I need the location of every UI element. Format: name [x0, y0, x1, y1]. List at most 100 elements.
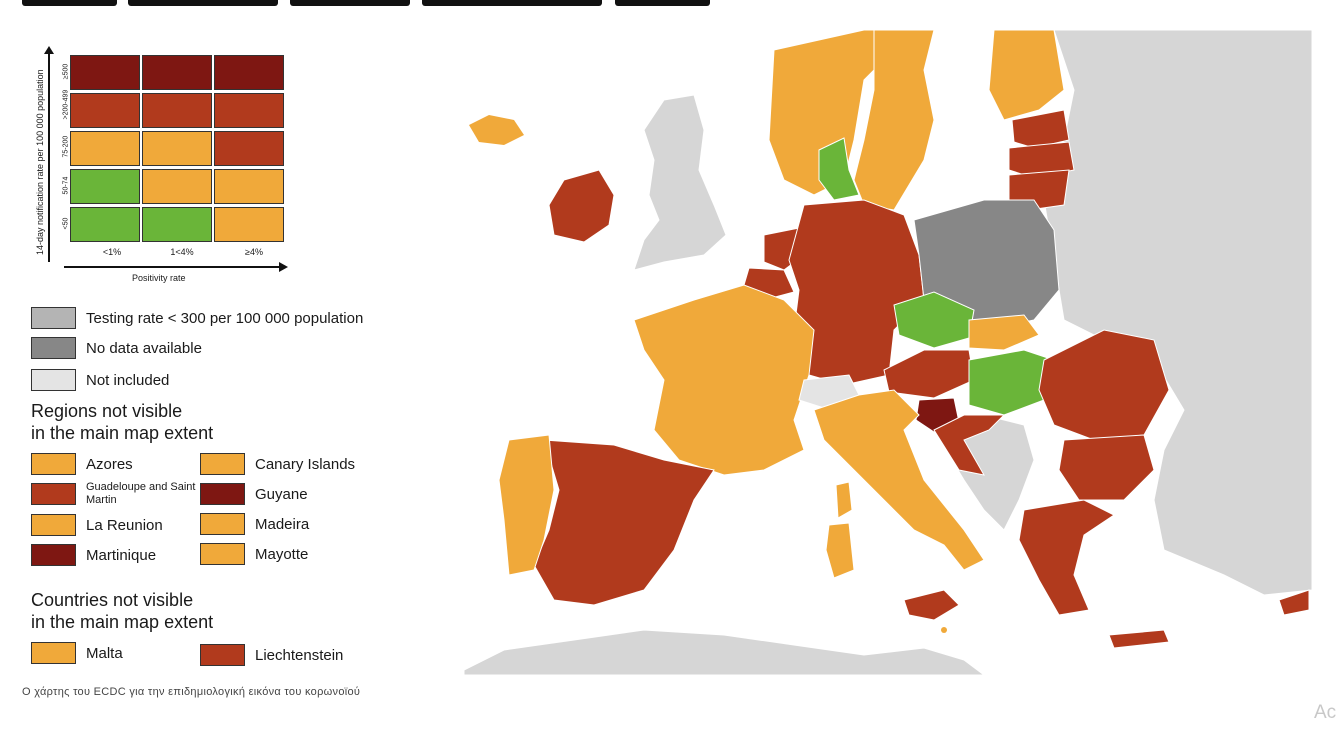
- region-swatch: [31, 483, 76, 505]
- region-swatch: [200, 453, 245, 475]
- legend-no-data: No data available: [31, 336, 202, 360]
- region-label: Canary Islands: [255, 455, 356, 473]
- matrix-cell: [142, 55, 212, 90]
- cropped-headline: [0, 0, 1337, 8]
- region-item: Guadeloupe and Saint Martin: [31, 481, 196, 507]
- country-romania: [1038, 329, 1170, 441]
- europe-map: [464, 30, 1312, 675]
- matrix-cell: [142, 93, 212, 128]
- region-label: Martinique: [86, 546, 157, 564]
- region-item: Mayotte: [200, 541, 308, 567]
- ecdc-map-figure: 14-day notification rate per 100 000 pop…: [22, 30, 1312, 675]
- swatch-not-included: [31, 369, 76, 391]
- country-label: Malta: [86, 644, 123, 662]
- matrix-cell: [70, 131, 140, 166]
- matrix-col-label: ≥4%: [245, 247, 263, 257]
- country-austria: [883, 349, 975, 399]
- region-label: Guadeloupe and Saint Martin: [86, 481, 196, 506]
- region-swatch: [200, 543, 245, 565]
- matrix-cell: [142, 207, 212, 242]
- region-item: Guyane: [200, 481, 308, 507]
- matrix-cell: [70, 207, 140, 242]
- region-item: La Reunion: [31, 512, 163, 538]
- countries-title-line: Countries not visible: [31, 590, 194, 610]
- matrix-cell: [214, 169, 284, 204]
- country-slovakia: [968, 314, 1040, 351]
- regions-title-line: in the main map extent: [31, 423, 214, 443]
- matrix-cell: [142, 169, 212, 204]
- country-portugal: [498, 434, 555, 576]
- country-swatch: [31, 642, 76, 664]
- country-poland: [913, 199, 1060, 331]
- matrix-row-label: ≥500: [62, 63, 70, 80]
- region-swatch: [200, 513, 245, 535]
- matrix-cell: [70, 169, 140, 204]
- x-axis-arrow: [64, 262, 288, 272]
- matrix-x-axis-label: Positivity rate: [132, 273, 186, 283]
- region-item: Canary Islands: [200, 451, 355, 477]
- country-spain: [533, 439, 715, 606]
- legend-label: Testing rate < 300 per 100 000 populatio…: [86, 309, 364, 327]
- country-cyprus: [1278, 589, 1310, 616]
- country-ireland: [548, 169, 615, 243]
- country-united-kingdom: [633, 94, 727, 271]
- country-norway: [768, 30, 895, 196]
- corner-watermark: Ac: [1314, 702, 1337, 723]
- country-italy: [813, 389, 985, 571]
- country-bulgaria: [1058, 434, 1155, 501]
- map-legend: 14-day notification rate per 100 000 pop…: [22, 30, 464, 675]
- matrix-cell: [214, 93, 284, 128]
- region-label: Guyane: [255, 485, 308, 503]
- europe-map-svg: [464, 30, 1312, 675]
- matrix-row-label: >200-499: [62, 89, 70, 120]
- matrix-cell: [214, 131, 284, 166]
- matrix-cell: [70, 55, 140, 90]
- swatch-testing-rate: [31, 307, 76, 329]
- matrix-row-label: <50: [62, 217, 70, 230]
- country-finland: [988, 30, 1065, 121]
- country-greece: [1018, 499, 1115, 616]
- regions-title-line: Regions not visible: [31, 401, 183, 421]
- countries-title: Countries not visible in the main map ex…: [31, 589, 213, 633]
- matrix-col-label: <1%: [102, 247, 122, 257]
- matrix-cell: [214, 55, 284, 90]
- region-item: Azores: [31, 451, 133, 477]
- country-sweden: [853, 30, 935, 211]
- legend-testing-rate: Testing rate < 300 per 100 000 populatio…: [31, 306, 363, 330]
- region-corsica: [835, 481, 853, 519]
- country-swatch: [200, 644, 245, 666]
- outside-land-africa: [464, 629, 985, 675]
- matrix-cell: [142, 131, 212, 166]
- region-item: Martinique: [31, 542, 156, 568]
- country-iceland: [469, 115, 524, 145]
- region-label: La Reunion: [86, 516, 163, 534]
- region-swatch: [31, 453, 76, 475]
- matrix-cell: [214, 207, 284, 242]
- region-sardinia: [825, 522, 855, 579]
- swatch-no-data: [31, 337, 76, 359]
- matrix-cell: [70, 93, 140, 128]
- region-label: Mayotte: [255, 545, 309, 563]
- matrix-row-label: 50-74: [62, 176, 70, 195]
- country-denmark: [818, 137, 860, 201]
- y-axis-arrow: [44, 46, 54, 262]
- region-sicily: [903, 589, 960, 621]
- matrix-row-label: 75-200: [62, 135, 70, 158]
- legend-not-included: Not included: [31, 368, 169, 392]
- legend-label: No data available: [86, 339, 202, 357]
- country-malta: [941, 627, 947, 633]
- country-label: Liechtenstein: [255, 646, 344, 664]
- region-swatch: [31, 544, 76, 566]
- country-france: [633, 284, 815, 476]
- country-item: Malta: [31, 640, 123, 666]
- matrix-y-axis-label: 14-day notification rate per 100 000 pop…: [35, 69, 45, 255]
- region-label: Azores: [86, 455, 133, 473]
- legend-label: Not included: [86, 371, 170, 389]
- region-swatch: [31, 514, 76, 536]
- region-crete: [1108, 629, 1170, 649]
- countries-title-line: in the main map extent: [31, 612, 214, 632]
- country-item: Liechtenstein: [200, 642, 343, 668]
- image-caption: Ο χάρτης του ECDC για την επιδημιολογική…: [22, 686, 361, 698]
- region-item: Madeira: [200, 511, 309, 537]
- matrix-col-label: 1<4%: [170, 247, 194, 257]
